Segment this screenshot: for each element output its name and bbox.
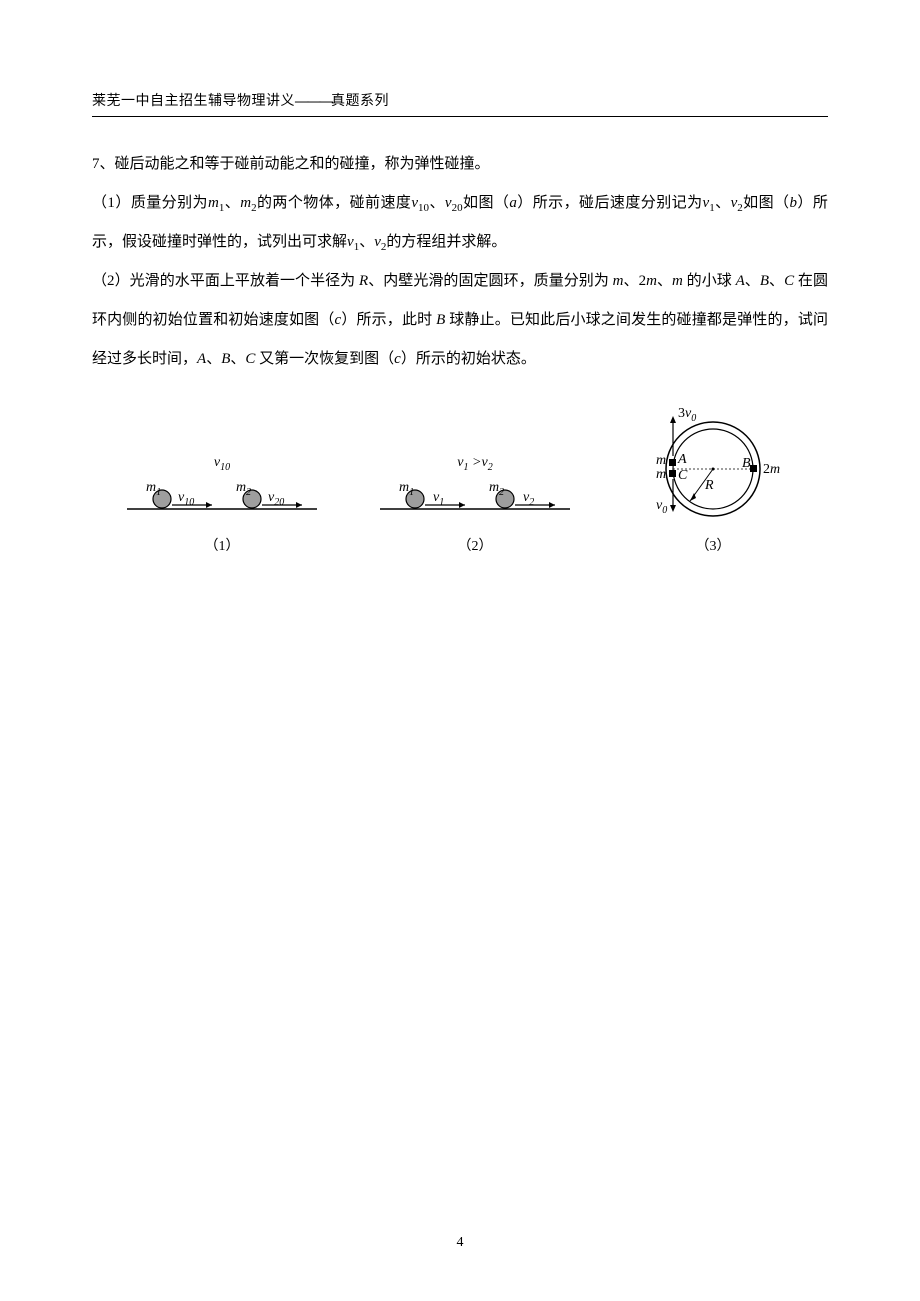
fig3-ball-B <box>750 465 757 472</box>
fig1-arrow1-head <box>206 502 212 508</box>
fig3-B: B <box>742 456 751 471</box>
fig3-3v0: 33vv0 <box>678 406 696 424</box>
fig3-caption: （3） <box>696 535 731 555</box>
fig3-arrow-down-head <box>670 505 676 512</box>
header-left: 莱芜一中自主招生辅导物理讲义 <box>92 94 295 109</box>
fig2-top: v1 >v2 <box>457 455 492 473</box>
fig3-2m: 22mm <box>763 462 780 477</box>
fig3-ball-C <box>669 470 676 477</box>
fig3-R: R <box>704 478 714 493</box>
figures-row: v10 m1 v10 m2 v20 （1） <box>92 401 828 555</box>
figure-3: R A C m m B 22mm 33vv0 <box>628 401 798 555</box>
fig3-m1: m <box>656 453 666 468</box>
fig2-arrow1-head <box>459 502 465 508</box>
page-header: 莱芜一中自主招生辅导物理讲义———真题系列 <box>92 90 828 117</box>
fig1-top-v: v10 <box>214 455 230 473</box>
page-number: 4 <box>0 1235 920 1251</box>
fig1-caption: （1） <box>205 535 240 555</box>
problem-part1: （1）质量分别为m1、m2的两个物体，碰前速度v10、v20如图（a）所示，碰后… <box>92 184 828 262</box>
fig3-v0: v0 <box>656 498 667 516</box>
problem-intro: 7、碰后动能之和等于碰前动能之和的碰撞，称为弹性碰撞。 <box>92 145 828 184</box>
fig2-caption: （2） <box>458 535 493 555</box>
fig3-A: A <box>677 452 687 467</box>
header-right: 真题系列 <box>331 94 389 109</box>
fig3-ball-A <box>669 459 676 466</box>
problem-part2: （2）光滑的水平面上平放着一个半径为 R、内壁光滑的固定圆环，质量分别为 m、2… <box>92 262 828 379</box>
problem-body: 7、碰后动能之和等于碰前动能之和的碰撞，称为弹性碰撞。 （1）质量分别为m1、m… <box>92 145 828 379</box>
fig3-arrow-up-head <box>670 416 676 423</box>
figure-1-svg: v10 m1 v10 m2 v20 <box>122 451 322 531</box>
fig3-C: C <box>678 468 688 483</box>
figure-3-svg: R A C m m B 22mm 33vv0 <box>628 401 798 531</box>
figure-2: v1 >v2 m1 v1 m2 v2 （2） <box>375 451 575 555</box>
header-dash: ——— <box>295 94 331 109</box>
fig2-arrow2-head <box>549 502 555 508</box>
fig3-m2: m <box>656 467 666 482</box>
figure-2-svg: v1 >v2 m1 v1 m2 v2 <box>375 451 575 531</box>
figure-1: v10 m1 v10 m2 v20 （1） <box>122 451 322 555</box>
fig1-arrow2-head <box>296 502 302 508</box>
